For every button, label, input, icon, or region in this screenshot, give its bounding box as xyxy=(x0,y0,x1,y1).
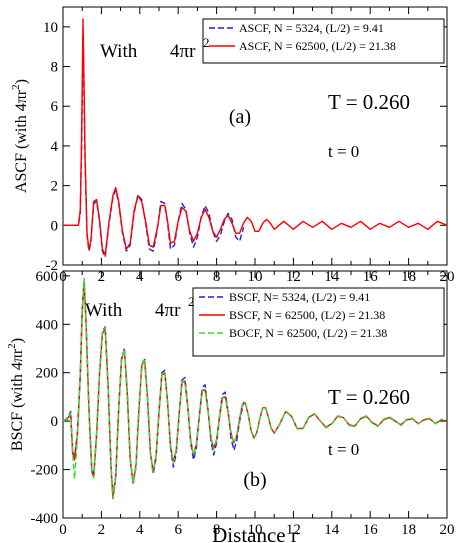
annotation-formula: 4πr xyxy=(155,300,181,321)
y-axis-label-main: BSCF (with 4πr xyxy=(9,348,26,451)
temperature-label: T = 0.260 xyxy=(328,90,410,114)
y-tick-label: 10 xyxy=(43,20,58,36)
y-tick-label: -200 xyxy=(31,463,59,479)
time-label: t = 0 xyxy=(328,440,359,459)
y-tick-label: 6 xyxy=(51,99,59,115)
legend-entry-1: BSCF, N = 62500, (L/2) = 21.38 xyxy=(229,308,385,322)
y-tick-label: 400 xyxy=(36,317,59,333)
y-axis-label-exponent: 2 xyxy=(6,343,18,349)
x-tick-label: 10 xyxy=(248,522,263,538)
legend-entry-2: BOCF, N = 62500, (L/2) = 21.38 xyxy=(229,326,387,340)
series-line-0 xyxy=(63,34,245,258)
y-tick-label: 0 xyxy=(51,414,59,430)
annotation-exponent: 2 xyxy=(188,294,195,309)
y-axis-label-main: ASCF (with 4πr xyxy=(13,89,30,193)
legend-entry-1: ASCF, N = 62500, (L/2) = 21.38 xyxy=(239,39,396,53)
panel-label: (b) xyxy=(243,469,266,491)
y-tick-label: 4 xyxy=(51,139,59,155)
legend-box xyxy=(202,18,445,64)
y-tick-label: -2 xyxy=(46,258,59,274)
series-line-1 xyxy=(63,18,448,256)
x-tick-label: 2 xyxy=(98,522,106,538)
y-tick-label: 200 xyxy=(36,366,59,382)
y-axis-label-close: ) xyxy=(9,338,26,343)
time-label: t = 0 xyxy=(328,142,359,161)
x-tick-label: 8 xyxy=(213,522,221,538)
y-tick-label: 600 xyxy=(36,269,59,285)
x-tick-label: 16 xyxy=(363,522,379,538)
x-tick-label: 6 xyxy=(174,522,182,538)
y-tick-label: 8 xyxy=(51,60,59,76)
legend-box xyxy=(192,287,445,357)
panel-b-chart: 0 2 4 6 8 10 12 14 16 18 20 -400 -200 0 200 400 600 BSCF,… xyxy=(6,269,455,543)
panel-label: (a) xyxy=(229,106,251,128)
x-tick-label: 4 xyxy=(136,522,144,538)
x-axis-label: Distance r xyxy=(212,523,298,543)
annotation-with: With xyxy=(100,41,138,62)
x-tick-label: 20 xyxy=(440,522,455,538)
y-tick-label: 0 xyxy=(51,218,59,234)
x-tick-label: 12 xyxy=(286,522,301,538)
annotation-formula: 4πr xyxy=(170,41,196,62)
x-tick-label: 18 xyxy=(401,522,416,538)
y-axis-label-close: ) xyxy=(13,79,30,84)
temperature-label: T = 0.260 xyxy=(328,385,410,409)
series-line-2 xyxy=(62,277,448,499)
x-tick-label: 14 xyxy=(324,522,340,538)
annotation-with: With xyxy=(85,300,123,321)
legend-entry-0: BSCF, N= 5324, (L/2) = 9.41 xyxy=(229,290,370,304)
y-axis-label-exponent: 2 xyxy=(10,84,22,90)
y-tick-label: 2 xyxy=(51,179,59,195)
y-tick-label: -400 xyxy=(31,511,59,527)
annotation-exponent: 2 xyxy=(203,35,210,50)
y-axis-label: ASCF (with 4πr2) xyxy=(10,79,30,193)
x-tick-label: 0 xyxy=(59,522,67,538)
y-axis-label: BSCF (with 4πr2) xyxy=(6,338,26,451)
legend-entry-0: ASCF, N = 5324, (L/2) = 9.41 xyxy=(239,21,384,35)
